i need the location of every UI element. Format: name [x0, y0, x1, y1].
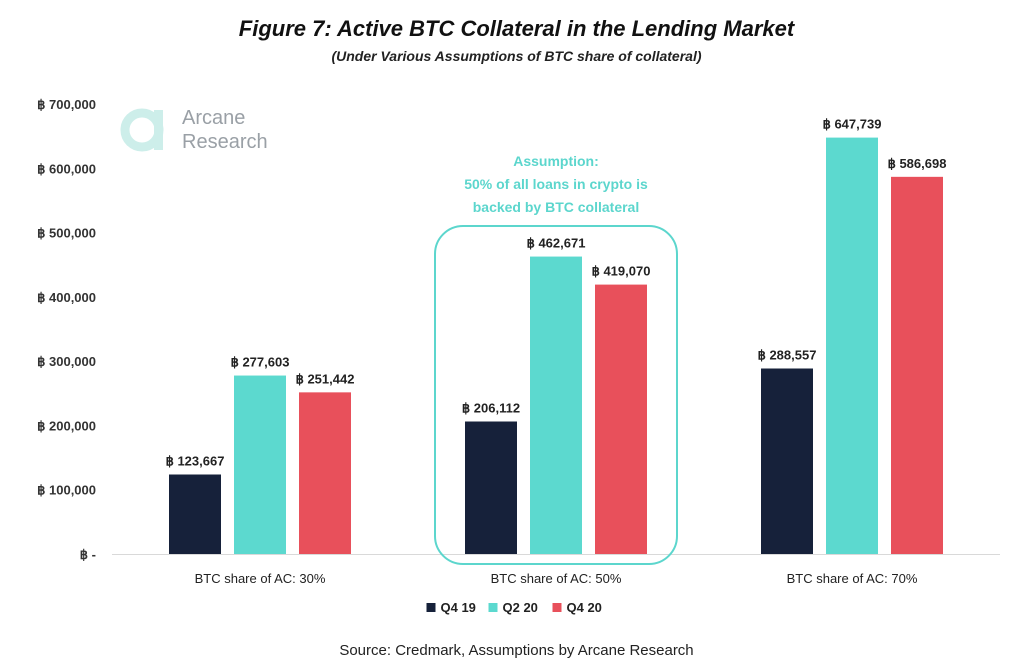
assumption-highlight-box — [434, 225, 678, 565]
arcane-logo-icon — [120, 108, 164, 152]
legend-label: Q2 20 — [503, 600, 538, 615]
category-label: BTC share of AC: 30% — [195, 571, 326, 586]
legend-label: Q4 20 — [567, 600, 602, 615]
data-label: ฿ 251,442 — [296, 371, 355, 386]
legend-label: Q4 19 — [441, 600, 476, 615]
bar — [826, 137, 878, 554]
y-tick-label: ฿ 600,000 — [37, 161, 96, 176]
chart-subtitle: (Under Various Assumptions of BTC share … — [331, 48, 702, 64]
data-label: ฿ 123,667 — [166, 453, 225, 468]
data-label: ฿ 419,070 — [592, 264, 651, 279]
logo-text: Arcane Research — [182, 106, 268, 154]
bar — [891, 176, 943, 554]
logo-text-line2: Research — [182, 131, 268, 153]
y-tick-label: ฿ 300,000 — [37, 354, 96, 369]
bar — [530, 256, 582, 554]
data-label: ฿ 206,112 — [462, 400, 520, 415]
y-tick-label: ฿ 700,000 — [37, 97, 96, 112]
logo-text-line1: Arcane — [182, 107, 246, 129]
y-tick-label: ฿ - — [80, 547, 96, 562]
assumption-annotation-line: Assumption: — [513, 153, 599, 169]
data-label: ฿ 586,698 — [888, 156, 947, 171]
bar — [169, 474, 221, 554]
y-tick-label: ฿ 500,000 — [37, 226, 96, 241]
category-label: BTC share of AC: 50% — [491, 571, 622, 586]
source-note: Source: Credmark, Assumptions by Arcane … — [339, 642, 694, 659]
y-tick-label: ฿ 200,000 — [37, 418, 96, 433]
assumption-annotation-line: backed by BTC collateral — [473, 199, 640, 215]
y-tick-label: ฿ 400,000 — [37, 290, 96, 305]
legend-swatch — [488, 603, 498, 612]
bar — [234, 375, 286, 554]
bar — [595, 284, 647, 554]
bar — [299, 392, 351, 554]
arcane-research-logo: Arcane Research — [120, 104, 290, 156]
data-label: ฿ 647,739 — [823, 117, 882, 132]
legend-swatch — [552, 603, 562, 612]
y-tick-label: ฿ 100,000 — [37, 483, 96, 498]
chart-title: Figure 7: Active BTC Collateral in the L… — [238, 16, 795, 41]
category-label: BTC share of AC: 70% — [787, 571, 918, 586]
assumption-annotation-line: 50% of all loans in crypto is — [464, 176, 648, 192]
legend-swatch — [426, 603, 436, 612]
data-label: ฿ 277,603 — [231, 355, 290, 370]
bar — [465, 421, 517, 554]
bar — [761, 368, 813, 554]
data-label: ฿ 462,671 — [527, 236, 586, 251]
data-label: ฿ 288,557 — [758, 347, 817, 362]
